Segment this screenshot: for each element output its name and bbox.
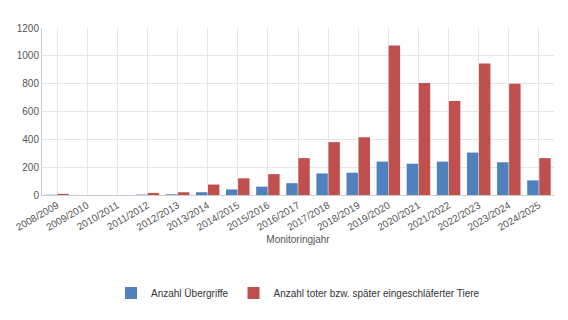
- svg-text:2008/2009: 2008/2009: [14, 199, 61, 232]
- svg-text:2009/2010: 2009/2010: [44, 199, 91, 232]
- svg-text:Monitoringjahr: Monitoringjahr: [266, 234, 330, 245]
- svg-text:1000: 1000: [17, 50, 40, 61]
- svg-text:2015/2016: 2015/2016: [225, 199, 272, 232]
- svg-text:0: 0: [33, 190, 39, 201]
- svg-text:2018/2019: 2018/2019: [315, 199, 362, 232]
- svg-text:2017/2018: 2017/2018: [285, 199, 332, 232]
- svg-text:2012/2013: 2012/2013: [135, 199, 182, 232]
- svg-text:2020/2021: 2020/2021: [376, 199, 423, 232]
- svg-text:2024/2025: 2024/2025: [496, 199, 543, 232]
- svg-text:2016/2017: 2016/2017: [255, 199, 302, 232]
- svg-text:1200: 1200: [17, 23, 40, 34]
- svg-text:600: 600: [22, 106, 39, 117]
- svg-text:200: 200: [22, 162, 39, 173]
- svg-text:2023/2024: 2023/2024: [466, 199, 513, 232]
- svg-text:2019/2020: 2019/2020: [345, 199, 392, 232]
- svg-text:400: 400: [22, 134, 39, 145]
- svg-text:2014/2015: 2014/2015: [195, 199, 242, 232]
- svg-text:Anzahl Übergriffe: Anzahl Übergriffe: [151, 288, 229, 299]
- svg-text:Anzahl toter bzw. später einge: Anzahl toter bzw. später eingeschläferte…: [274, 288, 480, 299]
- svg-text:2011/2012: 2011/2012: [105, 199, 151, 232]
- svg-text:2021/2022: 2021/2022: [406, 199, 453, 232]
- svg-text:800: 800: [22, 78, 39, 89]
- svg-text:2013/2014: 2013/2014: [165, 199, 212, 232]
- svg-text:2022/2023: 2022/2023: [436, 199, 483, 232]
- svg-text:2010/2011: 2010/2011: [75, 199, 121, 232]
